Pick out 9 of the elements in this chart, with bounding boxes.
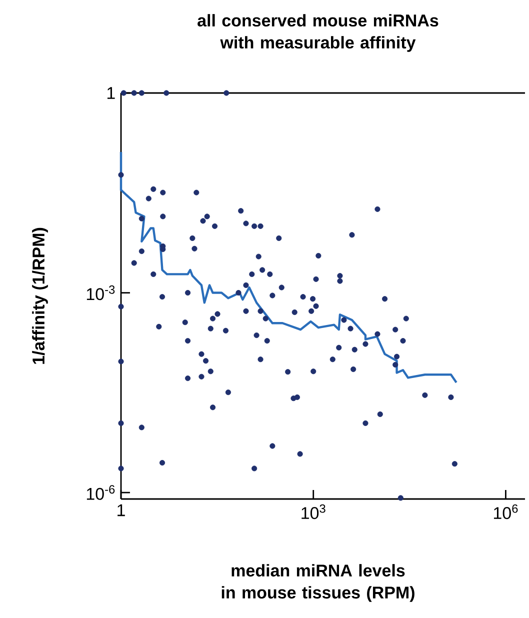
y-tick-label: 10$^{-3}$ xyxy=(86,285,115,300)
x-tick-label: 1 xyxy=(118,504,125,516)
x-tick-label: 10$^{3}$ xyxy=(302,504,326,520)
x-axis-title: median miRNA levels in mouse tissues (RPM) xyxy=(222,564,414,602)
chart-title: all conserved mouse miRNAs with measurable affinity xyxy=(198,14,438,52)
y-tick-label: 10$^{-6}$ xyxy=(86,485,115,500)
x-tick-label: 10$^{6}$ xyxy=(494,504,518,520)
y-axis-title: 1/affinity (1/RPM) xyxy=(32,228,48,364)
y-tick-label: 1 xyxy=(107,87,115,99)
